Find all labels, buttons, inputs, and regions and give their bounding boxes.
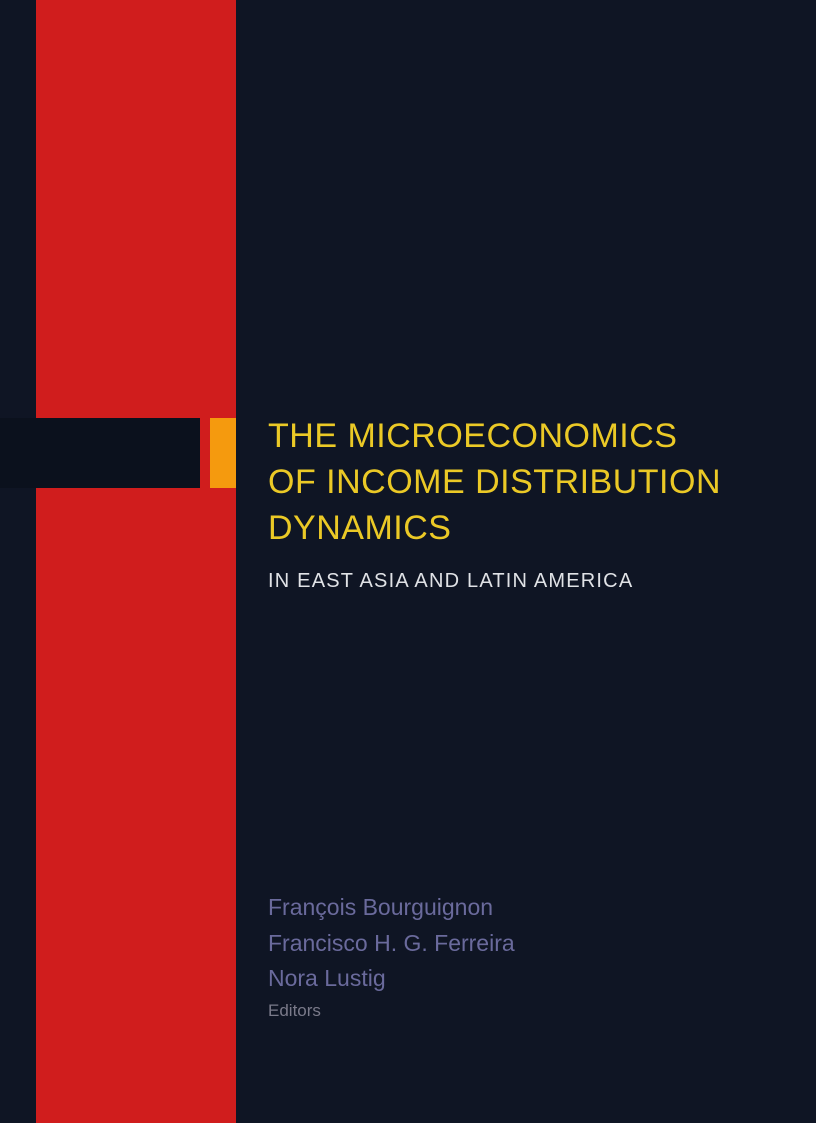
main-title: THE MICROECONOMICS OF INCOME DISTRIBUTIO… [268,414,721,552]
editor-label: Editors [268,1001,515,1021]
title-line-1: THE MICROECONOMICS [268,414,721,460]
title-line-2: OF INCOME DISTRIBUTION [268,460,721,506]
dark-accent-block [0,418,200,488]
subtitle: IN EAST ASIA AND LATIN AMERICA [268,570,721,593]
editor-name-3: Nora Lustig [268,961,515,997]
editor-name-1: François Bourguignon [268,890,515,926]
red-vertical-stripe [36,0,236,1123]
title-block: THE MICROECONOMICS OF INCOME DISTRIBUTIO… [268,414,721,593]
title-line-3: DYNAMICS [268,506,721,552]
book-cover: THE MICROECONOMICS OF INCOME DISTRIBUTIO… [0,0,816,1123]
editors-block: François Bourguignon Francisco H. G. Fer… [268,890,515,1021]
editor-name-2: Francisco H. G. Ferreira [268,926,515,962]
orange-accent-block [210,418,236,488]
